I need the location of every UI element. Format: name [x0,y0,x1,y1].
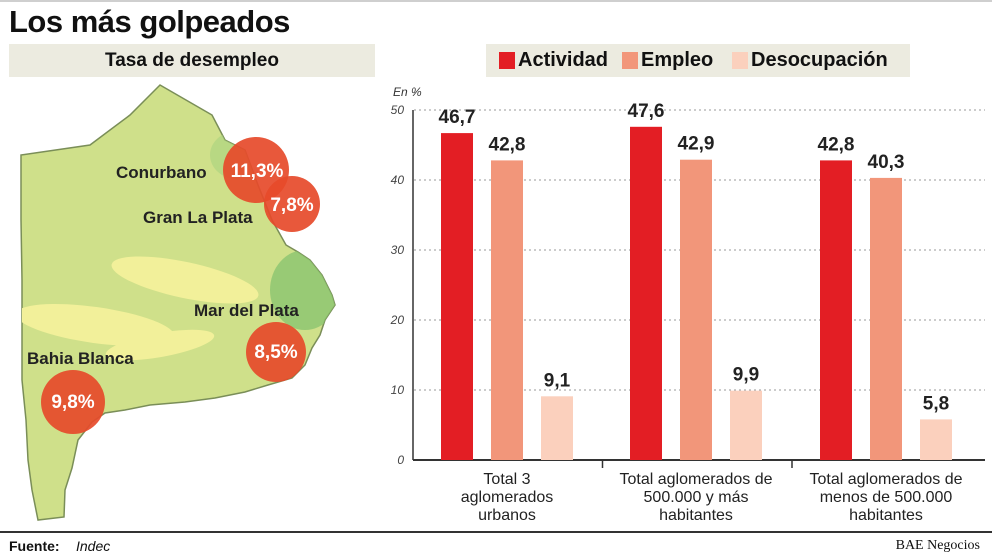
bar-empleo-1 [680,159,712,460]
rate-bahia-blanca: 9,8% [51,392,95,413]
category-label-0-1: aglomerados [461,489,554,506]
data-label-empleo-2: 40,3 [868,152,905,173]
map-subtitle: Tasa de desempleo [105,50,279,71]
y-axis-label: En % [393,85,422,99]
label-gran-la-plata: Gran La Plata [143,208,253,227]
footer-source-label: Fuente: [9,538,60,554]
category-label-2-0: Total aglomerados de [810,471,963,488]
y-tick-label-10: 10 [391,383,405,397]
chart-legend: Actividad Empleo Desocupación [486,44,910,77]
map-yellow-zone-1 [111,256,259,304]
label-bahia-blanca: Bahia Blanca [27,349,134,368]
legend-swatch-empleo [622,52,638,69]
data-label-desocupación-0: 9,1 [544,370,571,391]
map-subtitle-box [9,44,375,77]
data-label-actividad-0: 46,7 [439,107,476,128]
bubble-mar-del-plata [246,322,306,382]
legend-label-actividad: Actividad [518,49,609,71]
bubble-bahia-blanca [41,370,105,434]
footer-source: Indec [76,538,111,554]
bar-desocupación-0 [541,396,573,460]
bar-actividad-1 [630,126,662,461]
rate-gran-la-plata: 7,8% [270,195,314,216]
label-mar-del-plata: Mar del Plata [194,301,299,320]
y-tick-label-30: 30 [391,243,405,257]
legend-label-empleo: Empleo [641,49,714,71]
data-label-desocupación-2: 5,8 [923,393,949,414]
bottom-rule [0,531,992,533]
bar-empleo-2 [870,177,902,460]
rate-conurbano: 11,3% [230,161,284,182]
bar-chart: 0 10 20 30 40 50 En % 46,7 42,8 9,1 Total 3aglomer… [390,85,985,524]
bar-empleo-0 [491,160,523,460]
footer-credit: BAE Negocios [895,538,980,553]
data-label-empleo-1: 42,9 [678,134,715,155]
page-title: Los más golpeados [9,4,290,39]
top-rule [0,0,992,2]
data-label-actividad-1: 47,6 [628,101,665,122]
category-label-2-1: menos de 500.000 [820,489,953,506]
province-map [20,84,336,521]
rate-mar-del-plata: 8,5% [254,342,298,363]
category-label-2-2: habitantes [849,507,923,524]
category-label-1-2: habitantes [659,507,733,524]
category-label-0-0: Total 3 [483,471,530,488]
data-label-empleo-0: 42,8 [489,134,526,155]
bar-desocupación-2 [920,419,952,460]
bubble-gran-la-plata [264,176,320,232]
data-label-desocupación-1: 9,9 [733,365,759,386]
bar-desocupación-1 [730,390,762,460]
category-label-1-1: 500.000 y más [644,489,749,506]
legend-swatch-actividad [499,52,515,69]
category-label-1-0: Total aglomerados de [620,471,773,488]
category-label-0-2: urbanos [478,507,536,524]
bar-actividad-0 [441,133,473,460]
map-yellow-zone-3 [105,329,215,361]
bar-actividad-2 [820,160,852,460]
legend-swatch-desocupacion [732,52,748,69]
y-tick-label-50: 50 [391,103,405,117]
region-markers [41,137,320,434]
label-conurbano: Conurbano [116,163,207,182]
legend-label-desocupacion: Desocupación [751,49,888,71]
data-label-actividad-2: 42,8 [818,134,855,155]
map-yellow-zone-2 [21,303,175,347]
y-tick-label-40: 40 [391,173,405,187]
y-tick-label-20: 20 [390,313,405,327]
y-tick-label-0: 0 [397,453,404,467]
